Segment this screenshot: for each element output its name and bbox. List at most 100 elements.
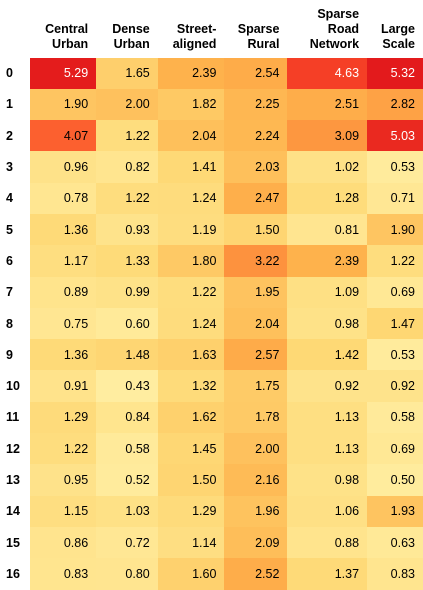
row-label: 4: [6, 191, 13, 206]
heatmap-cell: 0.92: [367, 370, 423, 402]
heatmap-cell: 1.03: [96, 495, 158, 527]
table-row: 9 1.36 1.48 1.63 2.57 1.42 0.53: [0, 339, 423, 371]
heatmap-cell: 1.75: [224, 370, 288, 402]
heatmap-cell: 0.72: [96, 526, 158, 559]
table-row: 13 0.95 0.52 1.50 2.16 0.98 0.50: [0, 464, 423, 496]
heatmap-cell: 2.39: [287, 245, 368, 277]
row-label: 16: [6, 566, 20, 581]
row-label: 14: [6, 504, 20, 519]
row-label: 0: [6, 66, 13, 81]
heatmap-cell: 0.83: [30, 558, 97, 590]
heatmap-cell: 0.69: [367, 433, 423, 465]
heatmap-cell: 0.63: [367, 526, 423, 559]
heatmap-cell: 0.60: [96, 307, 158, 340]
heatmap-cell: 2.47: [224, 182, 288, 214]
heatmap-cell: 1.65: [96, 58, 158, 89]
table-body: 0 5.29 1.65 2.39 2.54 4.63 5.32 1 1.90 2.00 1.82 2.…: [0, 58, 423, 590]
heatmap-cell: 1.90: [367, 213, 423, 246]
table-row: 2 4.07 1.22 2.04 2.24 3.09 5.03: [0, 120, 423, 152]
heatmap-cell: 0.84: [96, 401, 158, 434]
heatmap-cell: 2.04: [157, 120, 225, 152]
column-header: Street-aligned: [172, 22, 217, 51]
heatmap-cell: 1.22: [367, 245, 423, 277]
heatmap-cell: 1.33: [96, 245, 158, 277]
heatmap-cell: 1.80: [157, 245, 225, 277]
row-label: 12: [6, 441, 20, 456]
heatmap-cell: 3.09: [287, 120, 368, 152]
row-label: 2: [6, 128, 13, 143]
heatmap-cell: 1.36: [30, 339, 97, 371]
table-row: 15 0.86 0.72 1.14 2.09 0.88 0.63: [0, 526, 423, 559]
row-label: 6: [6, 253, 13, 268]
heatmap-cell: 1.06: [287, 495, 368, 527]
heatmap-cell: 5.32: [367, 58, 423, 89]
heatmap-cell: 0.98: [287, 307, 368, 340]
heatmap-table: Central Urban Dense Urban Street-aligned Spar…: [0, 6, 423, 590]
heatmap-cell: 3.22: [224, 245, 288, 277]
heatmap-cell: 0.88: [287, 526, 368, 559]
row-label: 9: [6, 347, 13, 362]
heatmap-cell: 1.13: [287, 401, 368, 434]
heatmap-cell: 1.02: [287, 151, 368, 183]
heatmap-cell: 0.43: [96, 370, 158, 402]
heatmap-cell: 0.92: [287, 370, 368, 402]
table-row: 5 1.36 0.93 1.19 1.50 0.81 1.90: [0, 213, 423, 246]
heatmap-cell: 1.47: [367, 307, 423, 340]
heatmap-cell: 2.00: [96, 88, 158, 121]
row-label: 11: [6, 410, 20, 425]
row-label: 8: [6, 316, 13, 331]
heatmap-cell: 4.63: [287, 58, 368, 89]
row-label: 5: [6, 222, 13, 237]
heatmap-cell: 0.99: [96, 276, 158, 308]
heatmap-cell: 0.83: [367, 558, 423, 590]
heatmap-cell: 1.19: [157, 213, 225, 246]
heatmap-cell: 1.32: [157, 370, 225, 402]
heatmap-cell: 1.62: [157, 401, 225, 434]
heatmap-cell: 0.96: [30, 151, 97, 183]
heatmap-cell: 1.41: [157, 151, 225, 183]
heatmap-cell: 1.24: [157, 307, 225, 340]
heatmap-cell: 0.71: [367, 182, 423, 214]
heatmap-cell: 0.50: [367, 464, 423, 496]
table-row: 3 0.96 0.82 1.41 2.03 1.02 0.53: [0, 151, 423, 183]
column-header: Dense Urban: [112, 22, 150, 51]
heatmap-cell: 5.03: [367, 120, 423, 152]
heatmap-cell: 2.25: [224, 88, 288, 121]
table-row: 11 1.29 0.84 1.62 1.78 1.13 0.58: [0, 401, 423, 434]
row-label: 13: [6, 473, 20, 487]
heatmap-cell: 2.09: [224, 526, 288, 559]
heatmap-cell: 1.15: [30, 495, 97, 527]
column-header: Central Urban: [45, 22, 89, 51]
table-row: 6 1.17 1.33 1.80 3.22 2.39 1.22: [0, 245, 423, 277]
heatmap-cell: 1.14: [157, 526, 225, 559]
heatmap-cell: 1.96: [224, 495, 288, 527]
heatmap-cell: 1.50: [157, 464, 225, 496]
heatmap-cell: 0.52: [96, 464, 158, 496]
heatmap-cell: 1.17: [30, 245, 97, 277]
heatmap-cell: 0.82: [96, 151, 158, 183]
heatmap-cell: 1.45: [157, 433, 225, 465]
heatmap-cell: 1.24: [157, 182, 225, 214]
header-row: Central Urban Dense Urban Street-aligned Spar…: [0, 6, 423, 58]
heatmap-cell: 1.48: [96, 339, 158, 371]
table-row: 10 0.91 0.43 1.32 1.75 0.92 0.92: [0, 370, 423, 402]
table-row: 12 1.22 0.58 1.45 2.00 1.13 0.69: [0, 433, 423, 465]
heatmap-cell: 5.29: [30, 58, 97, 89]
heatmap-cell: 1.78: [224, 401, 288, 434]
heatmap-cell: 2.00: [224, 433, 288, 465]
heatmap-cell: 2.51: [287, 88, 368, 121]
heatmap-cell: 1.22: [96, 182, 158, 214]
heatmap-cell: 1.42: [287, 339, 368, 371]
table-row: 14 1.15 1.03 1.29 1.96 1.06 1.93: [0, 495, 423, 527]
heatmap-cell: 2.54: [224, 58, 288, 89]
heatmap-cell: 1.22: [30, 433, 97, 465]
heatmap-cell: 1.90: [30, 88, 97, 121]
row-label: 1: [6, 97, 13, 112]
table-row: 7 0.89 0.99 1.22 1.95 1.09 0.69: [0, 276, 423, 308]
heatmap-cell: 0.58: [367, 401, 423, 434]
row-label: 7: [6, 285, 13, 300]
heatmap-cell: 0.93: [96, 213, 158, 246]
heatmap-cell: 0.95: [30, 464, 97, 496]
heatmap-cell: 2.03: [224, 151, 288, 183]
row-label: 10: [6, 379, 20, 394]
